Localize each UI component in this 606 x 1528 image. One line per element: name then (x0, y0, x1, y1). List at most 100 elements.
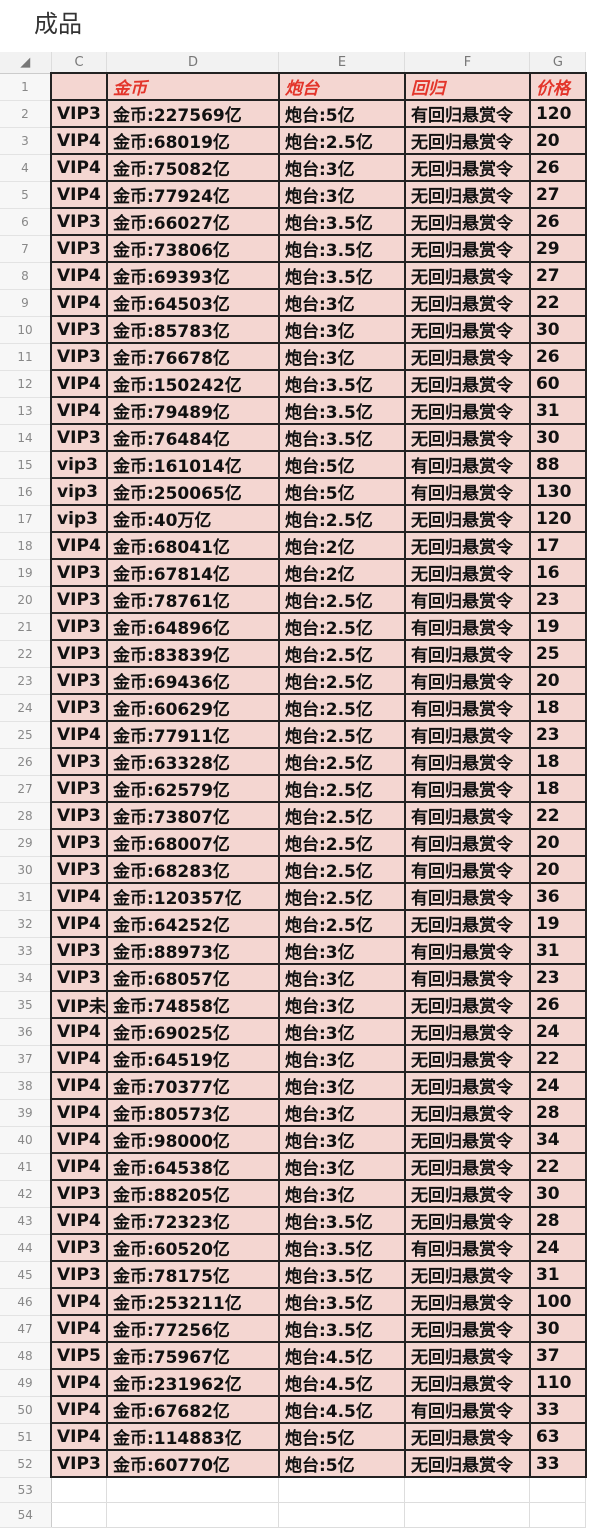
cell-d[interactable]: 金币:64503亿 (105, 288, 280, 317)
cell-e[interactable]: 炮台:3.5亿 (277, 396, 406, 425)
cell-f[interactable]: 无回归悬赏令 (403, 1368, 531, 1397)
cell-c[interactable]: VIP4 (50, 1044, 108, 1073)
cell-c[interactable]: VIP3 (50, 639, 108, 668)
cell-f[interactable]: 有回归悬赏令 (403, 720, 531, 749)
cell-e[interactable]: 炮台:3.5亿 (277, 207, 406, 236)
select-all-corner[interactable]: ◢ (0, 52, 52, 74)
cell-d[interactable]: 金币:83839亿 (105, 639, 280, 668)
cell-d[interactable]: 金币:150242亿 (105, 369, 280, 398)
cell-c[interactable]: VIP4 (50, 531, 108, 560)
cell-e[interactable]: 炮台:3.5亿 (277, 1287, 406, 1316)
row-number[interactable]: 53 (0, 1477, 52, 1503)
cell-c[interactable]: VIP3 (50, 585, 108, 614)
cell-c[interactable]: VIP3 (50, 936, 108, 965)
row-number[interactable]: 5 (0, 181, 52, 209)
cell-d[interactable]: 金币:60770亿 (105, 1449, 280, 1478)
row-number[interactable]: 40 (0, 1126, 52, 1154)
row-number[interactable]: 28 (0, 802, 52, 830)
cell-f[interactable]: 无回归悬赏令 (403, 288, 531, 317)
cell-d[interactable]: 金币:72323亿 (105, 1206, 280, 1235)
cell-g[interactable]: 130 (528, 477, 587, 506)
cell-g[interactable]: 34 (528, 1125, 587, 1154)
cell-g[interactable]: 60 (528, 369, 587, 398)
cell-g[interactable]: 18 (528, 774, 587, 803)
cell-e[interactable]: 炮台:4.5亿 (277, 1368, 406, 1397)
cell-f[interactable]: 无回归悬赏令 (403, 1179, 531, 1208)
row-number[interactable]: 17 (0, 505, 52, 533)
row-number[interactable]: 43 (0, 1207, 52, 1235)
cell-d[interactable]: 金币:69393亿 (105, 261, 280, 290)
row-number[interactable]: 49 (0, 1369, 52, 1397)
cell-f[interactable]: 无回归悬赏令 (403, 126, 531, 155)
cell-f[interactable]: 无回归悬赏令 (403, 315, 531, 344)
cell-g[interactable]: 22 (528, 801, 587, 830)
cell-c[interactable]: VIP4 (50, 1098, 108, 1127)
cell-f[interactable]: 无回归悬赏令 (403, 153, 531, 182)
cell-g[interactable]: 17 (528, 531, 587, 560)
cell-e[interactable]: 炮台:3亿 (277, 1125, 406, 1154)
cell-f[interactable]: 有回归悬赏令 (403, 747, 531, 776)
cell-c[interactable] (50, 72, 108, 101)
row-number[interactable]: 34 (0, 964, 52, 992)
row-number[interactable]: 14 (0, 424, 52, 452)
spreadsheet[interactable]: ◢ C D E F G 1 金币 炮台 回归 价格 2 VIP3 金币:227569亿 炮台:5… (0, 52, 587, 1528)
cell-c[interactable]: VIP4 (50, 153, 108, 182)
cell-d[interactable]: 金币:64519亿 (105, 1044, 280, 1073)
cell-f[interactable]: 有回归悬赏令 (403, 1233, 531, 1262)
cell-e[interactable]: 炮台:2.5亿 (277, 666, 406, 695)
cell-f[interactable]: 有回归悬赏令 (403, 882, 531, 911)
cell-g[interactable]: 26 (528, 207, 587, 236)
cell-f[interactable]: 有回归悬赏令 (403, 936, 531, 965)
cell-e[interactable]: 炮台:5亿 (277, 477, 406, 506)
cell-d[interactable]: 金币:68041亿 (105, 531, 280, 560)
cell-f[interactable]: 无回归悬赏令 (403, 1449, 531, 1478)
cell-f[interactable]: 无回归悬赏令 (403, 990, 531, 1019)
cell-g[interactable]: 31 (528, 1260, 587, 1289)
cell-d[interactable]: 金币:88205亿 (105, 1179, 280, 1208)
cell-e[interactable]: 炮台:2亿 (277, 531, 406, 560)
cell-e[interactable]: 炮台:5亿 (277, 450, 406, 479)
row-number[interactable]: 50 (0, 1396, 52, 1424)
cell-e[interactable]: 炮台:3亿 (277, 936, 406, 965)
row-number[interactable]: 2 (0, 100, 52, 128)
cell-d[interactable]: 金币:64896亿 (105, 612, 280, 641)
cell-f[interactable]: 无回归悬赏令 (403, 558, 531, 587)
cell-d[interactable]: 金币:40万亿 (105, 504, 280, 533)
row-number[interactable]: 12 (0, 370, 52, 398)
cell-f[interactable]: 无回归悬赏令 (403, 261, 531, 290)
cell-g[interactable]: 28 (528, 1206, 587, 1235)
cell-f[interactable]: 有回归悬赏令 (403, 855, 531, 884)
cell-c[interactable]: VIP3 (50, 1260, 108, 1289)
cell-e[interactable]: 炮台 (277, 72, 406, 101)
cell-g[interactable]: 22 (528, 1152, 587, 1181)
row-number[interactable]: 37 (0, 1045, 52, 1073)
cell-g[interactable]: 27 (528, 180, 587, 209)
cell-e[interactable]: 炮台:3.5亿 (277, 423, 406, 452)
cell-f[interactable]: 无回归悬赏令 (403, 207, 531, 236)
row-number[interactable]: 51 (0, 1423, 52, 1451)
cell-c[interactable]: VIP4 (50, 180, 108, 209)
cell-g[interactable]: 31 (528, 396, 587, 425)
cell-c[interactable]: VIP4 (50, 1152, 108, 1181)
cell-e[interactable] (278, 1476, 406, 1503)
cell-g[interactable]: 26 (528, 342, 587, 371)
cell-c[interactable]: VIP4 (50, 720, 108, 749)
cell-d[interactable]: 金币:68007亿 (105, 828, 280, 857)
cell-f[interactable]: 有回归悬赏令 (403, 639, 531, 668)
cell-c[interactable]: VIP5 (50, 1341, 108, 1370)
cell-g[interactable]: 20 (528, 828, 587, 857)
cell-g[interactable]: 价格 (528, 72, 587, 101)
cell-e[interactable]: 炮台:3亿 (277, 1017, 406, 1046)
cell-e[interactable]: 炮台:3.5亿 (277, 1206, 406, 1235)
cell-g[interactable]: 19 (528, 612, 587, 641)
column-header-d[interactable]: D (106, 52, 280, 74)
row-number[interactable]: 42 (0, 1180, 52, 1208)
row-number[interactable]: 22 (0, 640, 52, 668)
sheet-table[interactable]: ◢ C D E F G 1 金币 炮台 回归 价格 2 VIP3 金币:227569亿 炮台:5… (0, 52, 587, 1528)
cell-e[interactable]: 炮台:3亿 (277, 342, 406, 371)
cell-g[interactable]: 26 (528, 153, 587, 182)
row-number[interactable]: 16 (0, 478, 52, 506)
cell-e[interactable]: 炮台:2.5亿 (277, 801, 406, 830)
row-number[interactable]: 26 (0, 748, 52, 776)
cell-e[interactable]: 炮台:3亿 (277, 1044, 406, 1073)
